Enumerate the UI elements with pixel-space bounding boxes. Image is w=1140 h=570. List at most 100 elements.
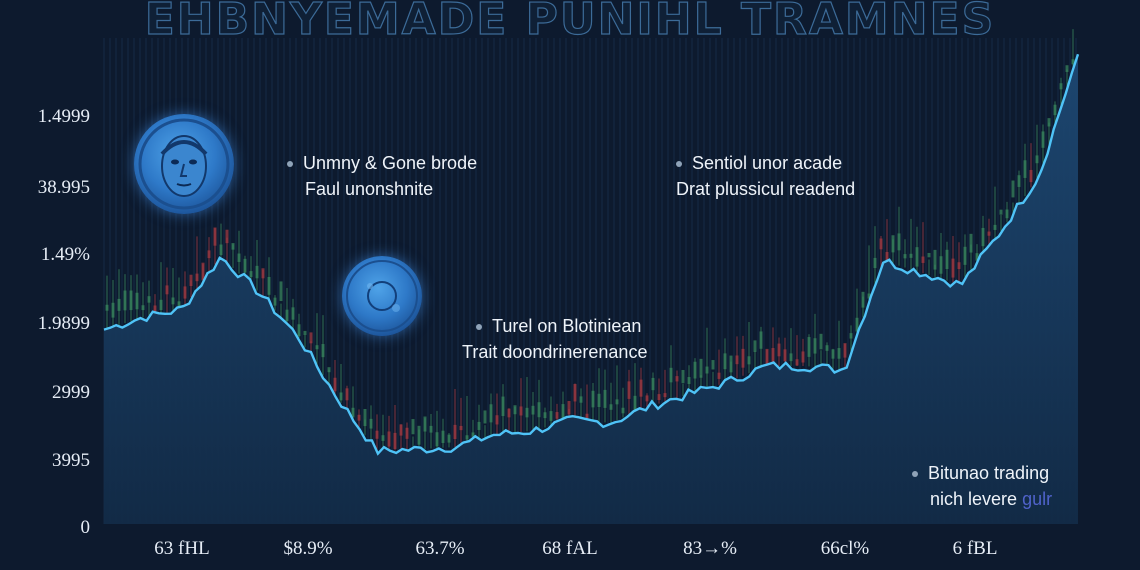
annotation-line: Unmny & Gone brode [303, 153, 478, 173]
candle-body [669, 367, 673, 383]
candle-body [225, 229, 229, 244]
candle-body [1065, 65, 1069, 72]
candle-body [699, 358, 703, 378]
candle-body [657, 394, 661, 400]
candle-body [753, 340, 757, 352]
candle-body [441, 430, 445, 444]
candle-body [237, 253, 241, 262]
candle-body [333, 377, 337, 392]
candle-body [621, 407, 625, 414]
candle-body [117, 298, 121, 311]
candle-body [399, 424, 403, 436]
x-tick-label: 63 fHL [154, 538, 210, 559]
candle-body [327, 367, 331, 373]
annotation-line: Sentiol unor acade [692, 153, 843, 173]
candle-body [525, 407, 529, 418]
candle-body [933, 249, 937, 270]
candle-body [201, 262, 205, 281]
candle-body [837, 348, 841, 359]
chart-title: EHBNYEMADE PUNIHL TRAMNES [144, 0, 996, 46]
candle-body [411, 419, 415, 435]
candle-body [243, 258, 247, 273]
candle-body [477, 421, 481, 430]
candle-body [813, 338, 817, 354]
candle-body [297, 324, 301, 337]
candle-body [783, 349, 787, 362]
candle-body [723, 353, 727, 370]
candle-body [1035, 155, 1039, 164]
x-tick-label: 66cl% [820, 538, 870, 559]
candle-body [423, 416, 427, 432]
annotation-line: Turel on Blotiniean [492, 316, 642, 336]
candle-body [879, 238, 883, 250]
candle-body [987, 231, 991, 236]
candle-body [537, 402, 541, 418]
candle-body [1071, 59, 1075, 65]
bullet-icon [476, 324, 482, 331]
candle-body [567, 401, 571, 415]
candle-body [819, 333, 823, 350]
candle-body [573, 384, 577, 402]
annotation-line: Faul unonshnite [305, 179, 434, 199]
candlestick-series [105, 29, 1075, 452]
candle-body [141, 305, 145, 311]
candle-body [153, 305, 157, 315]
candle-body [195, 273, 199, 282]
candle-body [501, 396, 505, 417]
candle-body [945, 249, 949, 270]
candle-body [873, 257, 877, 269]
candle-body [309, 332, 313, 344]
y-tick-label: 1.4999 [37, 106, 90, 127]
annotation-line: Trait doondrinerenance [462, 342, 648, 362]
coin-icon [342, 256, 422, 336]
candle-body [885, 251, 889, 262]
candle-body [939, 256, 943, 274]
candle-body [735, 355, 739, 365]
candle-body [285, 309, 289, 322]
candle-body [513, 405, 517, 415]
candle-body [591, 390, 595, 408]
y-tick-label: 1.49% [40, 244, 90, 265]
candle-body [183, 286, 187, 299]
candle-body [999, 209, 1003, 215]
candle-body [915, 247, 919, 267]
y-tick-label: 2999 [52, 382, 90, 403]
candle-body [381, 435, 385, 441]
annotation: Unmny & Gone brode Faul unonshnite [287, 150, 477, 202]
candle-body [111, 302, 115, 318]
candle-body [213, 227, 217, 246]
candle-body [675, 376, 679, 382]
candle-body [255, 265, 259, 279]
candle-body [747, 356, 751, 365]
candle-body [549, 411, 553, 421]
candle-body [147, 296, 151, 303]
candle-body [603, 389, 607, 408]
candle-body [387, 431, 391, 447]
candle-body [405, 427, 409, 439]
candle-body [1017, 175, 1021, 187]
candle-body [1011, 180, 1015, 198]
candle-body [615, 399, 619, 405]
candle-body [1041, 131, 1045, 148]
candle-body [369, 418, 373, 429]
bullet-icon [676, 161, 682, 168]
candle-body [711, 360, 715, 370]
candle-body [105, 304, 109, 311]
x-tick-label: 83→% [683, 538, 737, 559]
candle-body [129, 290, 133, 311]
candle-body [843, 343, 847, 358]
annotation: Bitunao trading nich levere gulr [912, 460, 1052, 512]
annotation: Turel on Blotiniean Trait doondrinerenan… [462, 313, 647, 365]
candle-body [267, 276, 271, 295]
candle-body [249, 271, 253, 278]
candle-body [417, 425, 421, 445]
bullet-icon [912, 471, 918, 478]
annotation-line: Drat plussicul readend [676, 179, 856, 199]
candle-body [777, 343, 781, 357]
candle-body [519, 406, 523, 416]
candle-body [585, 413, 589, 419]
candle-body [951, 258, 955, 278]
price-line [103, 53, 1080, 456]
candle-body [645, 395, 649, 402]
